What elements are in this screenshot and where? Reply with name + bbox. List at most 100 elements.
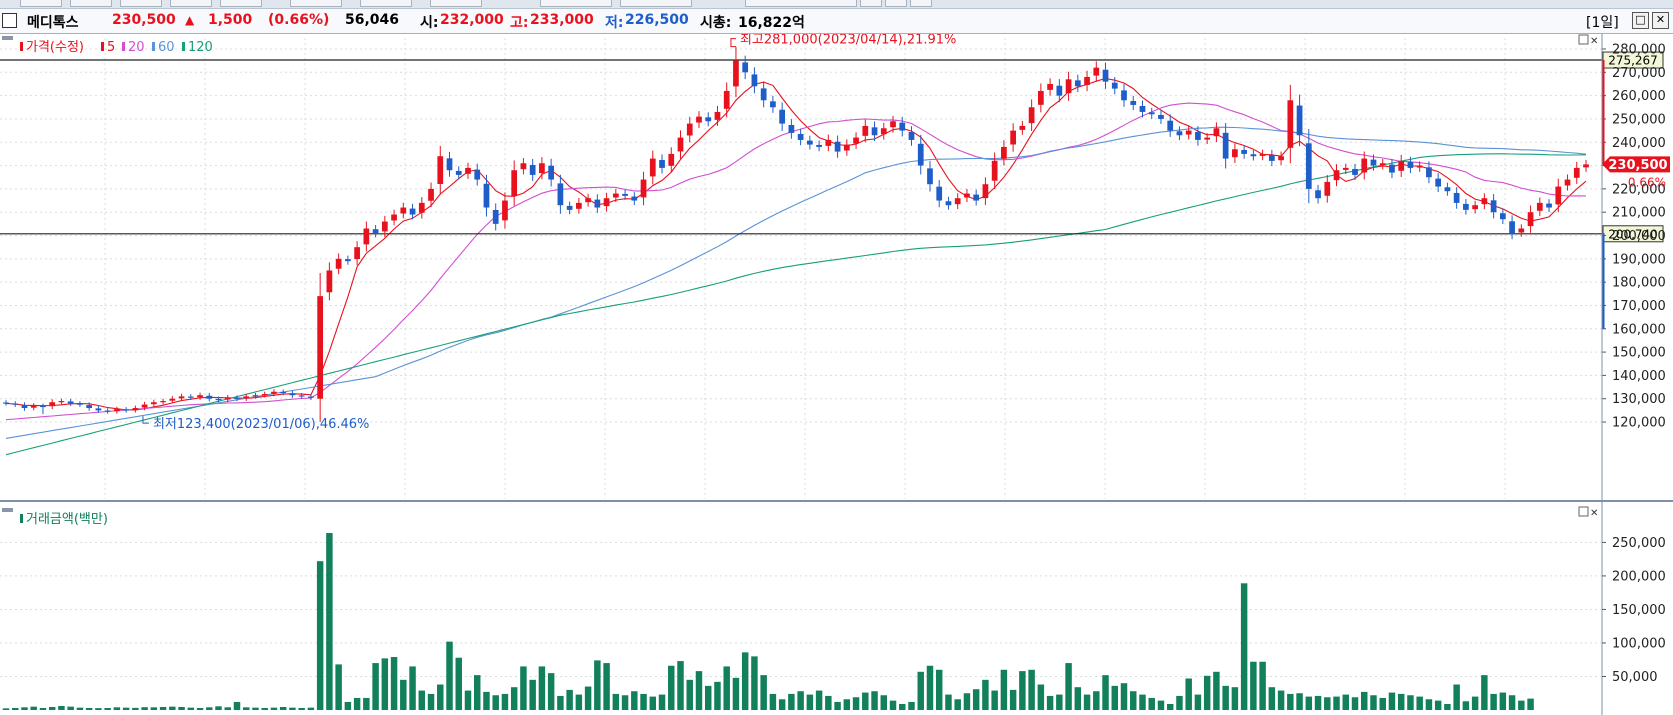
candle-body [3, 402, 9, 404]
volume-bar [1388, 692, 1396, 710]
price-tick-label: 120,000 [1612, 416, 1666, 431]
candle-body [1407, 161, 1414, 168]
candle [806, 135, 813, 150]
candle-body [21, 405, 28, 409]
pane-restore-icon [1578, 506, 1589, 517]
candle [1435, 173, 1442, 193]
candle-body [1195, 131, 1201, 140]
candle [880, 122, 887, 140]
candle [1315, 184, 1321, 204]
candle-body [1342, 167, 1349, 170]
volume-bar [150, 707, 158, 710]
volume-bar [547, 673, 555, 710]
toolbar-tab[interactable] [885, 0, 907, 7]
volume-bar [1305, 696, 1313, 710]
candle-body [1121, 90, 1127, 101]
candle-body [1564, 179, 1571, 186]
candle [1527, 205, 1534, 233]
volume-gridlines [0, 541, 1602, 677]
candle [871, 121, 878, 142]
volume-bar [1240, 583, 1248, 710]
candle [465, 162, 471, 179]
pane-close-icon: ✕ [1590, 36, 1598, 47]
candle [936, 179, 943, 208]
candle-body [1222, 132, 1229, 159]
volume-bar [1481, 675, 1488, 710]
candle [418, 197, 425, 219]
candle-body [243, 396, 250, 399]
close-icon[interactable]: ✕ [1652, 12, 1669, 29]
candle-body [1037, 90, 1044, 105]
candle [1001, 140, 1007, 166]
candle-body [973, 194, 980, 201]
candle [917, 134, 924, 175]
candle [1305, 128, 1312, 204]
candle [1278, 151, 1284, 165]
candle-body [1463, 203, 1469, 210]
toolbar-tab[interactable] [745, 0, 857, 7]
candle [1463, 199, 1469, 215]
candle [67, 398, 74, 406]
toolbar-tab[interactable] [120, 0, 162, 7]
chart-area[interactable]: 275,267 200,740 최고281,000(2023/04/14),21.… [0, 34, 1673, 715]
candle [1056, 79, 1063, 103]
candle-body [1352, 168, 1358, 175]
toolbar-tab[interactable] [540, 0, 612, 7]
candle [1074, 74, 1081, 93]
toolbar-tab[interactable] [220, 0, 262, 7]
volume-bar [1314, 695, 1322, 710]
toolbar-tab[interactable] [290, 0, 342, 7]
candle-body [474, 169, 481, 180]
select-checkbox[interactable] [2, 13, 17, 28]
toolbar-tab[interactable] [430, 0, 482, 7]
candle [677, 130, 684, 159]
candle [123, 407, 129, 413]
candle-body [714, 111, 721, 120]
candle [1259, 149, 1266, 161]
candle-body [1389, 164, 1395, 173]
candle-body [215, 398, 222, 401]
volume-bar [1139, 694, 1146, 710]
candle-body [853, 137, 859, 144]
low-label: 저: [605, 15, 624, 31]
volume-bar [1037, 684, 1045, 710]
candle-body [372, 229, 379, 234]
volume-bar [1361, 691, 1368, 710]
toolbar-tab[interactable] [910, 0, 932, 7]
toolbar-tab[interactable] [170, 0, 212, 7]
candle [1407, 156, 1414, 174]
volume-bar [1111, 685, 1119, 710]
candle-body [363, 228, 370, 245]
price-tick-label: 170,000 [1612, 299, 1666, 314]
candle-body [991, 160, 998, 181]
candle-body [224, 397, 231, 400]
volume-bar [76, 707, 84, 710]
volume-bar [1000, 669, 1008, 710]
candle-body [871, 127, 878, 136]
toolbar-tab[interactable] [620, 0, 692, 7]
candle [428, 182, 434, 208]
volume-bar [307, 707, 315, 710]
candle-body [723, 90, 730, 109]
period-selector[interactable]: [1일] [1586, 15, 1619, 31]
volume-bar [215, 706, 222, 710]
toolbar-tab[interactable] [860, 0, 882, 7]
candle [1564, 174, 1571, 191]
candle-body [502, 200, 508, 221]
price-tick-label: 260,000 [1612, 89, 1666, 104]
candle [1010, 123, 1016, 152]
candle-body [1028, 107, 1035, 124]
maximize-icon[interactable]: □ [1632, 12, 1649, 29]
toolbar-tab[interactable] [360, 0, 412, 7]
volume-bar [769, 693, 777, 710]
candle-body [49, 402, 56, 407]
toolbar-tab[interactable] [20, 0, 62, 7]
toolbar-tab[interactable] [70, 0, 112, 7]
candle [834, 135, 841, 158]
volume-bar [529, 679, 536, 710]
volume-bar [1324, 697, 1331, 710]
legend-label: 120 [188, 40, 213, 55]
volume-bar [501, 693, 509, 710]
candle-body [234, 397, 240, 399]
candle [289, 390, 296, 398]
